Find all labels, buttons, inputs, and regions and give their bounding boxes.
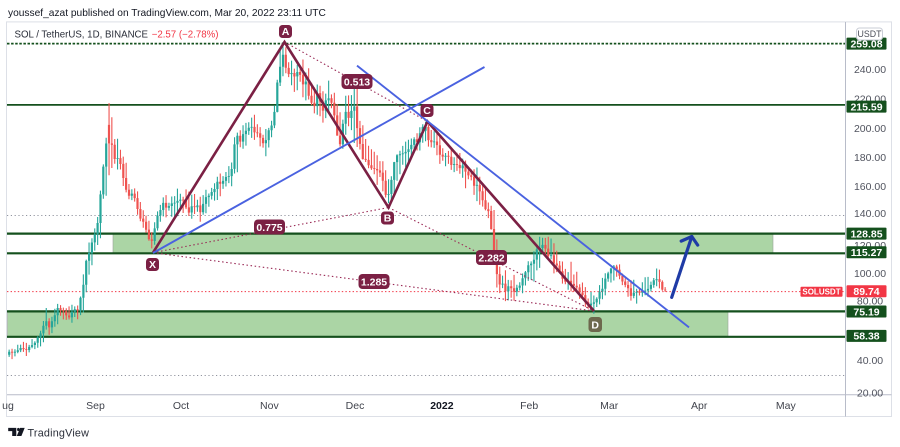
svg-text:0.775: 0.775: [256, 222, 282, 234]
svg-text:X: X: [149, 259, 156, 271]
svg-text:115.27: 115.27: [851, 247, 883, 259]
svg-text:−2.57 (−2.78%): −2.57 (−2.78%): [152, 30, 219, 41]
svg-text:1.285: 1.285: [361, 277, 387, 289]
svg-text:Dec: Dec: [346, 400, 365, 412]
svg-text:SOL / TetherUS, 1D, BINANCE: SOL / TetherUS, 1D, BINANCE: [15, 30, 149, 41]
svg-text:75.19: 75.19: [853, 306, 879, 318]
svg-text:240.00: 240.00: [854, 64, 886, 76]
svg-text:89.74: 89.74: [853, 286, 879, 298]
svg-text:Mar: Mar: [600, 400, 619, 412]
svg-text:Sep: Sep: [86, 400, 105, 412]
svg-text:May: May: [776, 400, 797, 412]
svg-text:0.513: 0.513: [344, 77, 370, 89]
svg-text:C: C: [423, 105, 431, 117]
svg-text:2.282: 2.282: [478, 253, 504, 265]
svg-text:youssef_azat published on Trad: youssef_azat published on TradingView.co…: [8, 8, 326, 19]
svg-text:2022: 2022: [430, 400, 454, 412]
svg-text:SOLUSDT: SOLUSDT: [802, 288, 840, 297]
svg-text:58.38: 58.38: [853, 331, 879, 343]
svg-text:20.00: 20.00: [857, 388, 883, 400]
svg-text:USDT: USDT: [858, 29, 883, 39]
svg-text:Nov: Nov: [260, 400, 279, 412]
svg-text:B: B: [384, 213, 392, 225]
svg-text:ug: ug: [2, 400, 14, 412]
svg-text:160.00: 160.00: [854, 181, 886, 193]
svg-text:D: D: [591, 320, 599, 332]
svg-text:A: A: [282, 26, 290, 38]
svg-text:80.00: 80.00: [857, 295, 883, 307]
svg-text:200.00: 200.00: [854, 123, 886, 135]
svg-text:Feb: Feb: [520, 400, 538, 412]
svg-text:40.00: 40.00: [857, 355, 883, 367]
svg-text:140.00: 140.00: [854, 208, 886, 220]
svg-text:180.00: 180.00: [854, 152, 886, 164]
svg-text:215.59: 215.59: [850, 101, 882, 113]
svg-text:TradingView: TradingView: [28, 428, 90, 440]
svg-text:259.08: 259.08: [850, 38, 882, 50]
svg-text:100.00: 100.00: [854, 268, 886, 280]
svg-text:Apr: Apr: [691, 400, 708, 412]
svg-text:Oct: Oct: [173, 400, 189, 412]
svg-text:128.85: 128.85: [850, 228, 882, 240]
